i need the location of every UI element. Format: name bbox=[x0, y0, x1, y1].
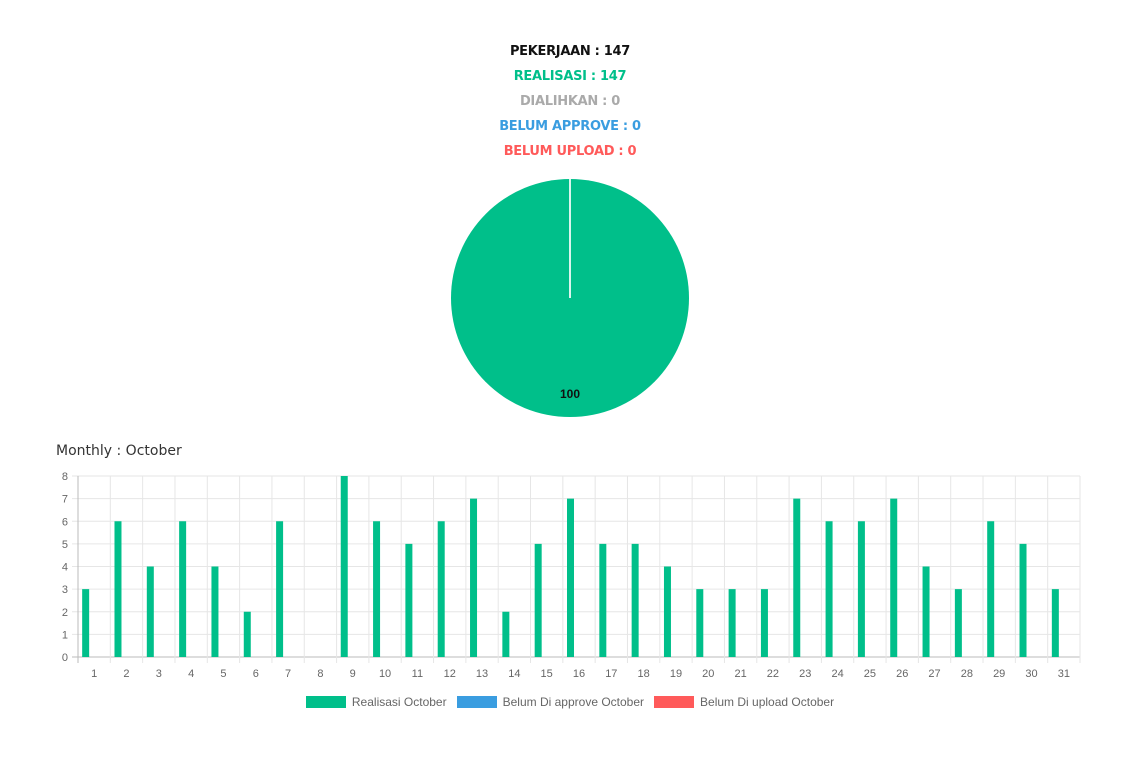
monthly-title: Monthly : October bbox=[56, 443, 182, 459]
bar-realisasi[interactable] bbox=[179, 521, 187, 657]
legend-swatch bbox=[654, 696, 695, 708]
bar-realisasi[interactable] bbox=[405, 543, 413, 657]
x-tick-label: 10 bbox=[379, 668, 391, 680]
x-tick-label: 14 bbox=[508, 668, 520, 680]
bar-realisasi[interactable] bbox=[470, 498, 478, 657]
y-tick-label: 4 bbox=[62, 562, 68, 574]
x-tick-label: 6 bbox=[253, 668, 259, 680]
chart-legend: Realisasi October Belum Di approve Octobe… bbox=[0, 695, 1140, 709]
x-tick-label: 2 bbox=[123, 668, 129, 680]
legend-swatch bbox=[456, 696, 497, 708]
pie-chart: 100 bbox=[451, 179, 689, 417]
bar-realisasi[interactable] bbox=[340, 476, 348, 657]
x-tick-label: 3 bbox=[156, 668, 162, 680]
legend-item[interactable]: Belum Di upload October bbox=[654, 695, 834, 709]
bar-realisasi[interactable] bbox=[857, 521, 865, 657]
y-tick-label: 2 bbox=[62, 607, 68, 619]
legend-item[interactable]: Realisasi October bbox=[305, 695, 447, 709]
bar-realisasi[interactable] bbox=[728, 589, 736, 657]
legend-item[interactable]: Belum Di approve October bbox=[456, 695, 645, 709]
bar-realisasi[interactable] bbox=[1019, 543, 1027, 657]
x-tick-label: 26 bbox=[896, 668, 908, 680]
x-tick-label: 23 bbox=[799, 668, 811, 680]
bar-realisasi[interactable] bbox=[211, 566, 219, 658]
pie-slice-label: 100 bbox=[560, 387, 580, 401]
x-tick-label: 20 bbox=[702, 668, 714, 680]
x-tick-label: 30 bbox=[1025, 668, 1037, 680]
y-tick-label: 8 bbox=[62, 471, 68, 483]
x-tick-label: 24 bbox=[831, 668, 843, 680]
y-tick-label: 3 bbox=[62, 584, 68, 596]
x-tick-label: 15 bbox=[541, 668, 553, 680]
x-tick-label: 11 bbox=[412, 668, 423, 680]
bar-realisasi[interactable] bbox=[825, 521, 833, 657]
y-tick-label: 6 bbox=[62, 516, 68, 528]
bar-realisasi[interactable] bbox=[922, 566, 930, 658]
bar-realisasi[interactable] bbox=[146, 566, 154, 658]
bar-realisasi[interactable] bbox=[114, 521, 122, 657]
x-tick-label: 17 bbox=[605, 668, 617, 680]
legend-label: Belum Di approve October bbox=[502, 695, 645, 709]
y-tick-label: 7 bbox=[62, 494, 68, 506]
bar-realisasi[interactable] bbox=[631, 543, 639, 657]
bar-realisasi[interactable] bbox=[696, 589, 704, 657]
bar-realisasi[interactable] bbox=[243, 611, 251, 657]
bar-realisasi[interactable] bbox=[567, 498, 574, 657]
x-tick-label: 28 bbox=[961, 668, 973, 680]
bar-realisasi[interactable] bbox=[954, 589, 962, 657]
bar-realisasi[interactable] bbox=[534, 543, 542, 657]
legend-label: Realisasi October bbox=[351, 695, 447, 709]
x-tick-label: 29 bbox=[993, 668, 1005, 680]
y-tick-label: 0 bbox=[62, 652, 68, 664]
bar-realisasi[interactable] bbox=[760, 589, 768, 657]
bar-realisasi[interactable] bbox=[276, 521, 284, 657]
x-tick-label: 1 bbox=[91, 668, 97, 680]
bar-realisasi[interactable] bbox=[890, 498, 898, 657]
belum-upload-total: BELUM UPLOAD : 0 bbox=[503, 144, 637, 159]
bar-realisasi[interactable] bbox=[373, 521, 381, 657]
x-tick-label: 18 bbox=[638, 668, 650, 680]
bar-realisasi[interactable] bbox=[793, 498, 801, 657]
y-tick-label: 5 bbox=[62, 539, 68, 551]
x-tick-label: 22 bbox=[767, 668, 779, 680]
belum-approve-total: BELUM APPROVE : 0 bbox=[499, 119, 641, 134]
x-tick-label: 12 bbox=[444, 668, 456, 680]
x-tick-label: 31 bbox=[1058, 668, 1070, 680]
x-tick-label: 16 bbox=[573, 668, 585, 680]
x-tick-label: 7 bbox=[285, 668, 291, 680]
x-tick-label: 27 bbox=[928, 668, 940, 680]
legend-label: Belum Di upload October bbox=[700, 695, 835, 709]
bar-realisasi[interactable] bbox=[82, 589, 90, 657]
x-tick-label: 9 bbox=[350, 668, 356, 680]
bar-realisasi[interactable] bbox=[987, 521, 995, 657]
y-tick-label: 1 bbox=[62, 629, 68, 641]
realisasi-total: REALISASI : 147 bbox=[513, 69, 627, 84]
x-tick-label: 25 bbox=[864, 668, 876, 680]
x-tick-label: 4 bbox=[188, 668, 194, 680]
dialihkan-total: DIALIHKAN : 0 bbox=[519, 94, 621, 109]
pekerjaan-total: PEKERJAAN : 147 bbox=[509, 44, 631, 59]
bar-realisasi[interactable] bbox=[663, 566, 671, 658]
bar-realisasi[interactable] bbox=[599, 543, 607, 657]
x-tick-label: 13 bbox=[476, 668, 488, 680]
bar-realisasi[interactable] bbox=[502, 611, 510, 657]
x-tick-label: 19 bbox=[670, 668, 682, 680]
legend-swatch bbox=[305, 696, 346, 708]
bar-realisasi[interactable] bbox=[1051, 589, 1059, 657]
x-tick-label: 5 bbox=[220, 668, 226, 680]
x-tick-label: 21 bbox=[734, 668, 746, 680]
bar-realisasi[interactable] bbox=[437, 521, 445, 657]
x-tick-label: 8 bbox=[317, 668, 323, 680]
